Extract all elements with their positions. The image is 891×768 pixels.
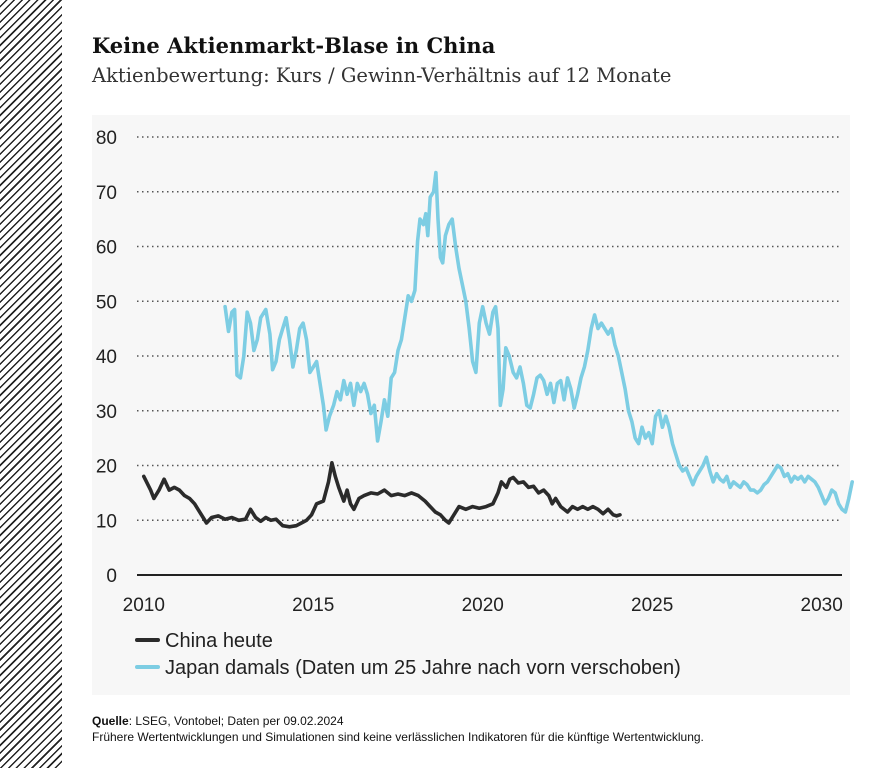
source-text: : LSEG, Vontobel; Daten per 09.02.2024 xyxy=(128,714,344,728)
y-tick-label: 70 xyxy=(96,183,117,204)
y-tick-label: 20 xyxy=(96,457,117,478)
series-line-china xyxy=(142,461,622,529)
legend-label: China heute xyxy=(165,630,273,652)
source-label: Quelle xyxy=(92,714,129,728)
y-tick-label: 30 xyxy=(96,402,117,423)
hatch-decoration xyxy=(0,0,62,768)
y-tick-label: 40 xyxy=(96,347,117,368)
chart-background xyxy=(92,115,850,695)
series-line-japan xyxy=(223,170,854,514)
y-tick-label: 50 xyxy=(96,292,117,313)
x-tick-label: 2020 xyxy=(462,595,504,616)
x-tick-label: 2010 xyxy=(123,595,165,616)
source-note: Quelle: LSEG, Vontobel; Daten per 09.02.… xyxy=(92,714,344,728)
y-tick-label: 10 xyxy=(96,511,117,532)
x-tick-label: 2015 xyxy=(292,595,334,616)
chart-title: Keine Aktienmarkt-Blase in China xyxy=(92,33,496,58)
legend-label: Japan damals (Daten um 25 Jahre nach vor… xyxy=(165,657,681,679)
x-tick-label: 2030 xyxy=(801,595,843,616)
disclaimer-note: Frühere Wertentwicklungen und Simulation… xyxy=(92,730,704,744)
chart-subtitle: Aktienbewertung: Kurs / Gewinn-Verhältni… xyxy=(92,64,672,87)
x-tick-label: 2025 xyxy=(631,595,673,616)
y-tick-label: 80 xyxy=(96,128,117,149)
y-tick-label: 60 xyxy=(96,238,117,259)
y-tick-label: 0 xyxy=(106,566,117,587)
